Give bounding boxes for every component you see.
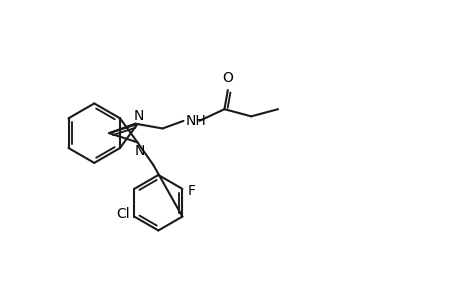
Text: F: F	[187, 184, 195, 198]
Text: Cl: Cl	[117, 207, 130, 220]
Text: N: N	[133, 109, 143, 123]
Text: N: N	[134, 144, 144, 158]
Text: NH: NH	[185, 114, 206, 128]
Text: O: O	[222, 71, 233, 85]
